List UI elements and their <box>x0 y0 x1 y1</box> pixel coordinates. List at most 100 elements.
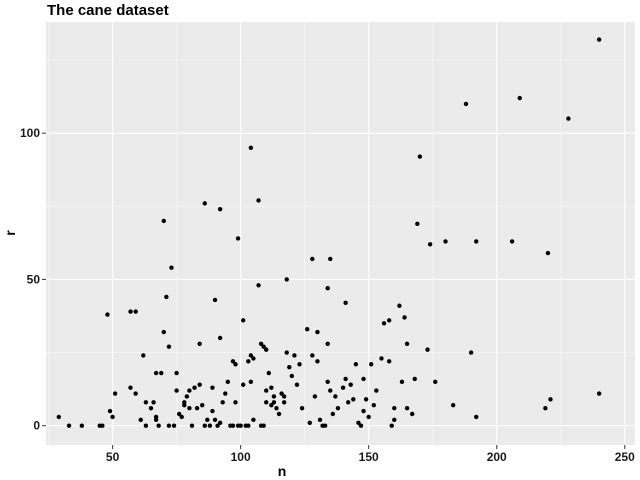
data-point <box>166 423 172 428</box>
x-tick-label: 50 <box>106 450 120 464</box>
data-point <box>299 405 305 411</box>
x-tick-label: 150 <box>359 450 379 464</box>
data-point <box>292 353 297 358</box>
data-point <box>369 362 374 367</box>
data-point <box>187 405 192 411</box>
data-point <box>248 145 254 150</box>
data-point <box>235 236 241 241</box>
data-point <box>233 362 238 367</box>
data-point <box>151 400 156 405</box>
data-point <box>230 423 236 428</box>
data-point <box>261 344 266 349</box>
y-tick-label: 100 <box>20 126 40 140</box>
data-point <box>410 411 415 417</box>
data-point <box>374 388 379 393</box>
data-point <box>207 423 213 428</box>
data-point <box>343 300 348 306</box>
data-point <box>161 218 166 224</box>
data-point <box>210 385 215 390</box>
data-point <box>356 420 361 425</box>
data-point <box>386 318 392 323</box>
data-point <box>107 408 113 414</box>
y-tick-label: 0 <box>33 419 40 433</box>
data-point <box>392 417 397 423</box>
data-point <box>261 423 266 428</box>
data-point <box>248 379 254 385</box>
data-point <box>474 414 479 420</box>
data-point <box>307 420 312 425</box>
data-point <box>182 403 187 408</box>
data-point <box>269 385 274 390</box>
data-point <box>238 423 243 428</box>
data-point <box>100 423 105 428</box>
data-point <box>335 405 341 411</box>
data-point <box>251 417 256 423</box>
data-point <box>468 350 474 355</box>
chart-title: The cane dataset <box>47 2 169 19</box>
plot-background <box>46 22 635 445</box>
data-point <box>386 359 392 364</box>
data-point <box>217 335 223 341</box>
data-point <box>325 379 330 385</box>
data-point <box>276 411 282 417</box>
data-point <box>294 382 300 387</box>
data-point <box>264 400 269 405</box>
data-point <box>240 318 246 323</box>
data-point <box>164 294 169 300</box>
data-point <box>79 423 85 428</box>
data-point <box>189 423 195 428</box>
data-point <box>56 414 62 420</box>
data-point <box>200 403 205 408</box>
data-point <box>425 347 430 352</box>
data-point <box>333 394 338 399</box>
data-point <box>66 423 72 428</box>
data-point <box>371 403 376 408</box>
data-point <box>427 242 433 247</box>
data-point <box>345 400 351 405</box>
data-point <box>143 423 149 428</box>
y-axis-ticks: 0 50 100 <box>20 126 46 433</box>
data-point <box>271 400 277 405</box>
data-point <box>284 277 289 282</box>
data-point <box>153 370 159 376</box>
data-point <box>128 385 133 390</box>
data-point <box>463 101 469 107</box>
data-point <box>153 417 159 423</box>
data-point <box>381 321 387 326</box>
data-point <box>279 391 284 396</box>
data-point <box>340 385 346 390</box>
data-point <box>202 423 207 428</box>
data-point <box>248 353 254 358</box>
data-point <box>450 403 456 408</box>
data-point <box>404 341 410 346</box>
data-point <box>417 154 423 159</box>
data-point <box>184 394 190 399</box>
data-point <box>240 382 246 387</box>
data-point <box>389 423 394 428</box>
data-point <box>166 344 172 349</box>
data-point <box>156 423 161 428</box>
data-point <box>174 388 179 393</box>
data-point <box>141 353 146 358</box>
data-point <box>328 388 333 393</box>
data-point <box>246 423 251 428</box>
data-point <box>412 376 417 382</box>
data-point <box>171 423 177 428</box>
data-point <box>217 420 223 425</box>
data-point <box>105 312 110 317</box>
data-point <box>548 397 553 402</box>
data-point <box>159 370 164 376</box>
data-point <box>474 239 479 244</box>
data-point <box>217 207 223 212</box>
data-point <box>287 364 292 370</box>
x-axis-ticks: 50 100 150 200 250 <box>106 445 635 464</box>
x-tick-label: 250 <box>615 450 635 464</box>
data-point <box>128 309 133 314</box>
data-point <box>310 256 315 262</box>
data-point <box>197 341 202 346</box>
data-point <box>133 391 138 396</box>
y-axis-title: r <box>2 230 18 236</box>
data-point <box>220 400 225 405</box>
data-point <box>545 250 551 256</box>
data-point <box>143 400 149 405</box>
